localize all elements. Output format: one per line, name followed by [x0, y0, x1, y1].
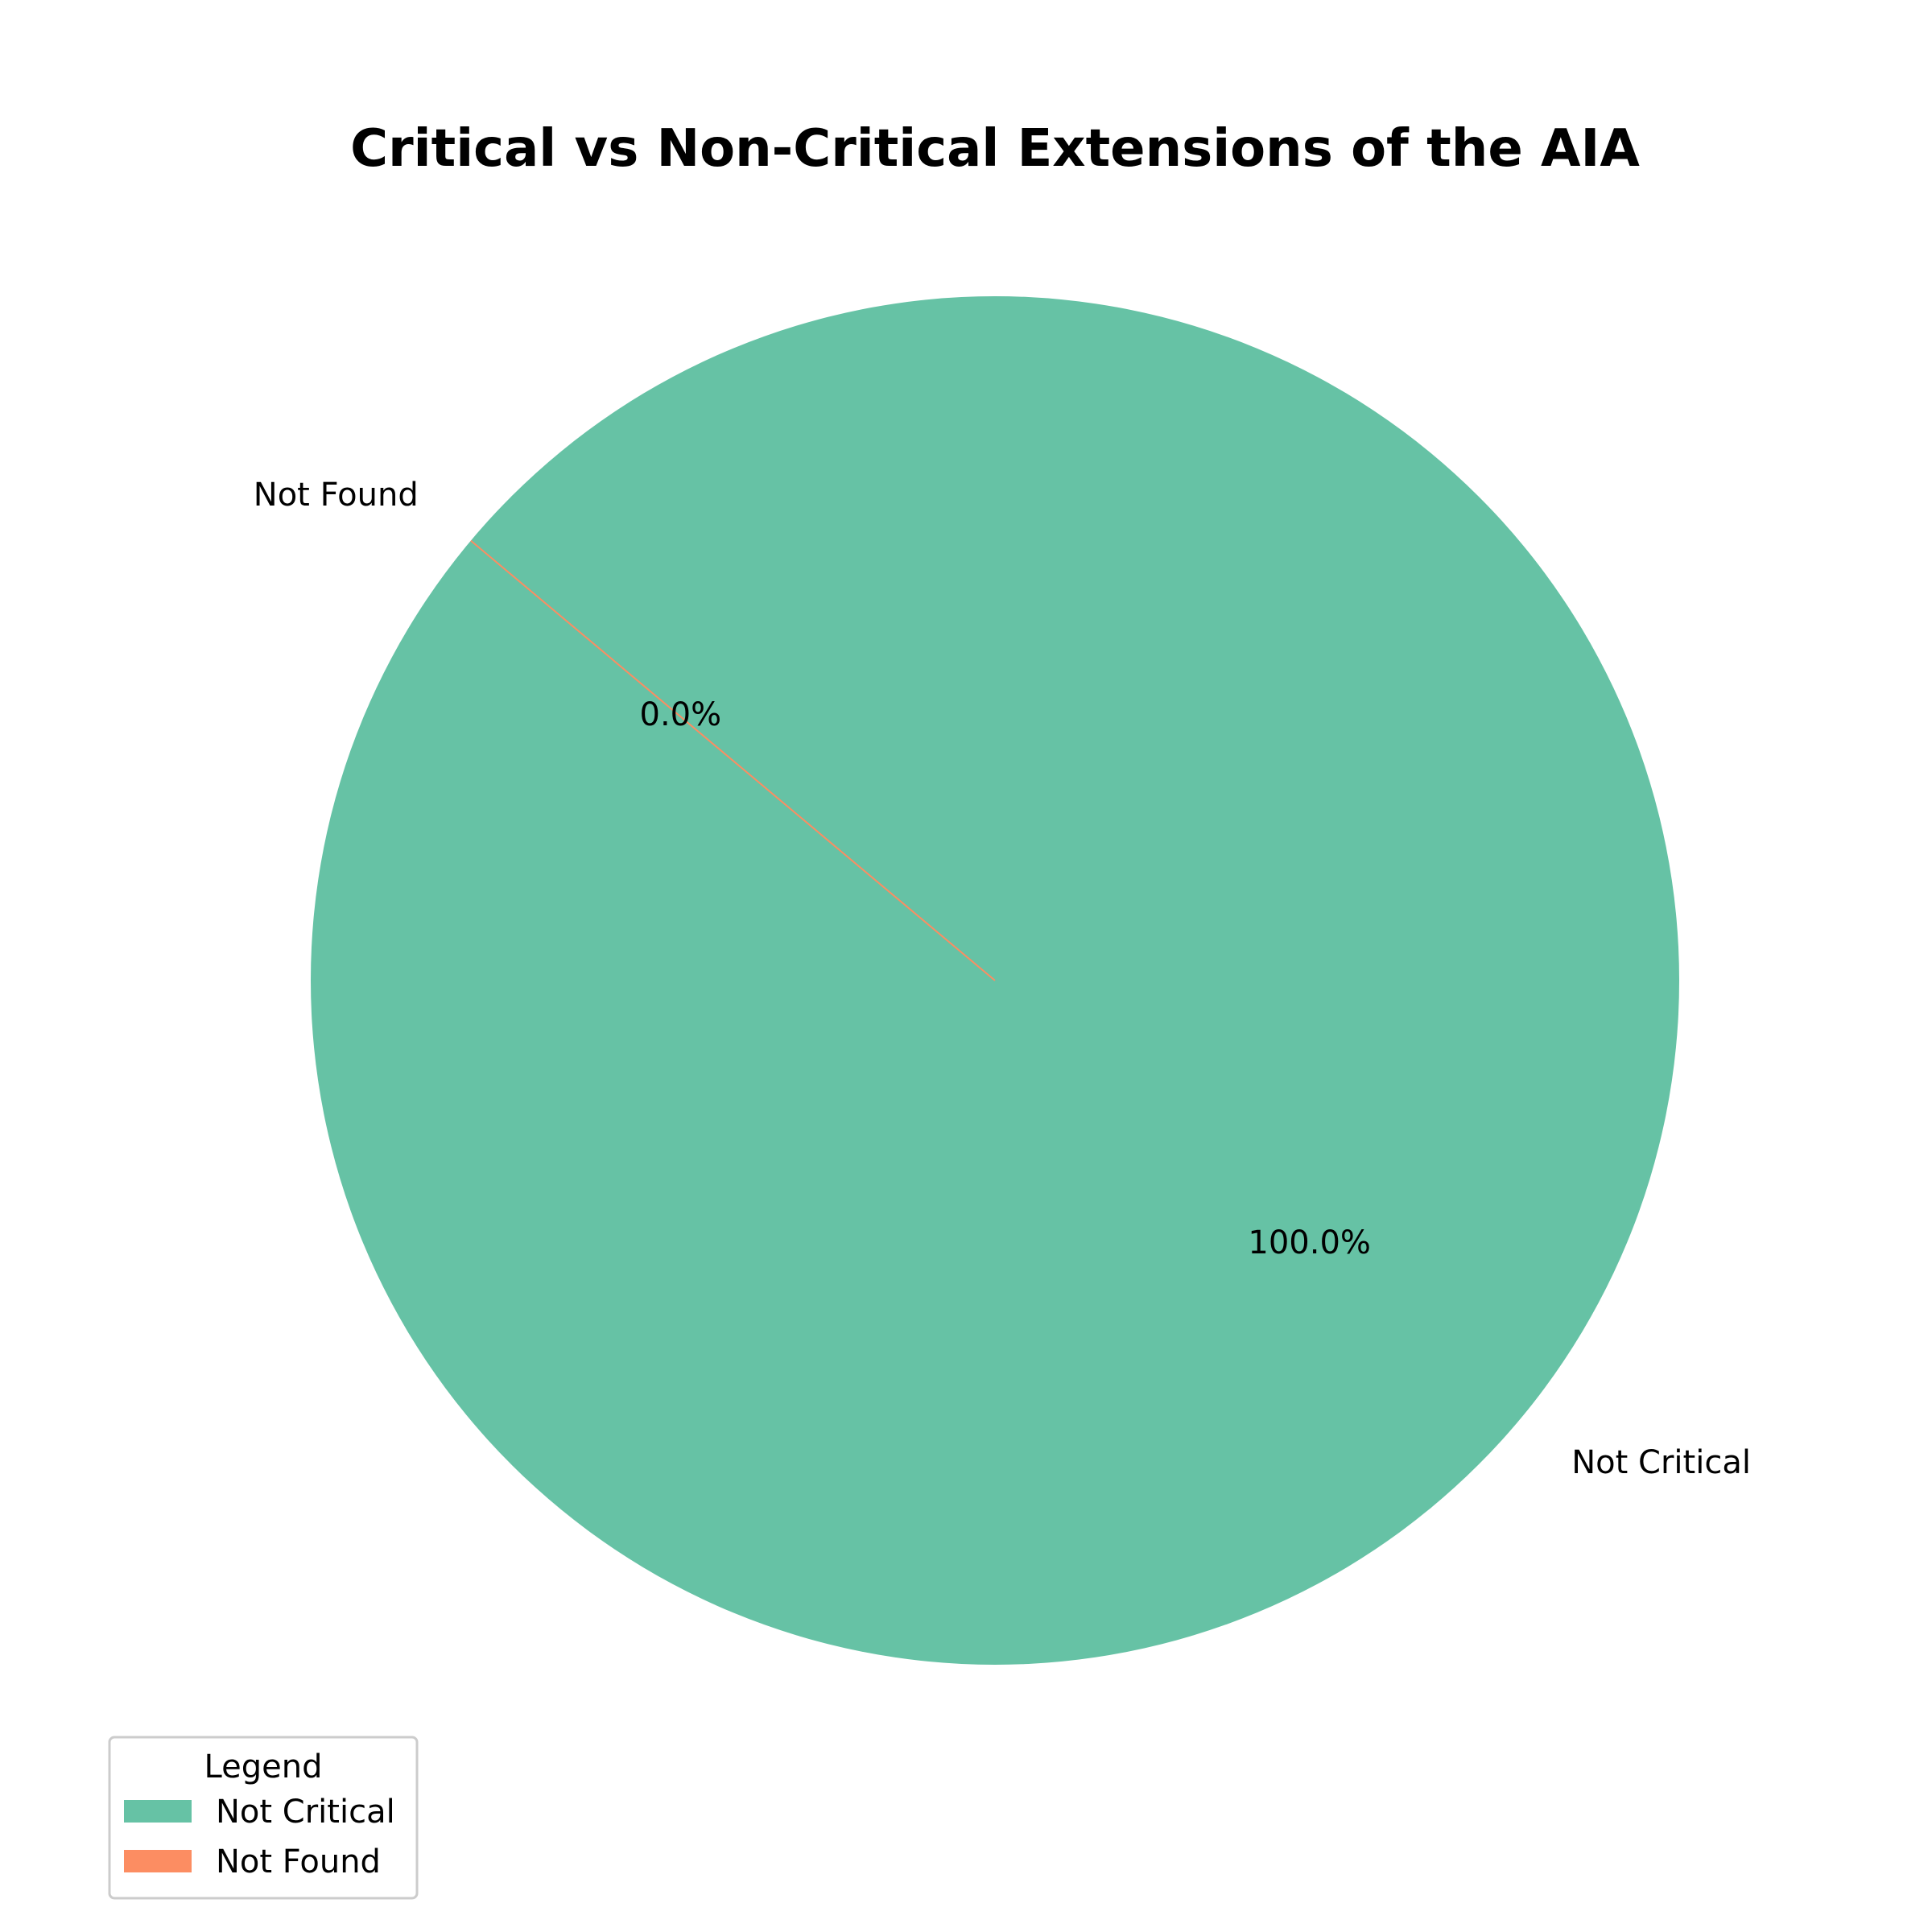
legend-title: Legend	[204, 1748, 323, 1785]
slice-percent-not-critical: 100.0%	[1248, 1224, 1371, 1261]
chart-title: Critical vs Non-Critical Extensions of t…	[350, 119, 1640, 179]
pie-slice-not-found	[470, 539, 996, 981]
pie-slices	[311, 296, 1679, 1665]
legend: Legend Not Critical Not Found	[108, 1736, 419, 1900]
legend-swatch-not-found	[124, 1850, 192, 1872]
slice-label-not-critical: Not Critical	[1571, 1444, 1751, 1481]
slice-label-not-found: Not Found	[254, 477, 419, 514]
slice-percent-not-found: 0.0%	[640, 696, 722, 733]
slice-labels: Not Critical 100.0% Not Found 0.0%	[254, 477, 1751, 1481]
legend-label-not-critical: Not Critical	[216, 1794, 395, 1831]
legend-label-not-found: Not Found	[216, 1843, 381, 1880]
legend-swatch-not-critical	[124, 1800, 192, 1823]
